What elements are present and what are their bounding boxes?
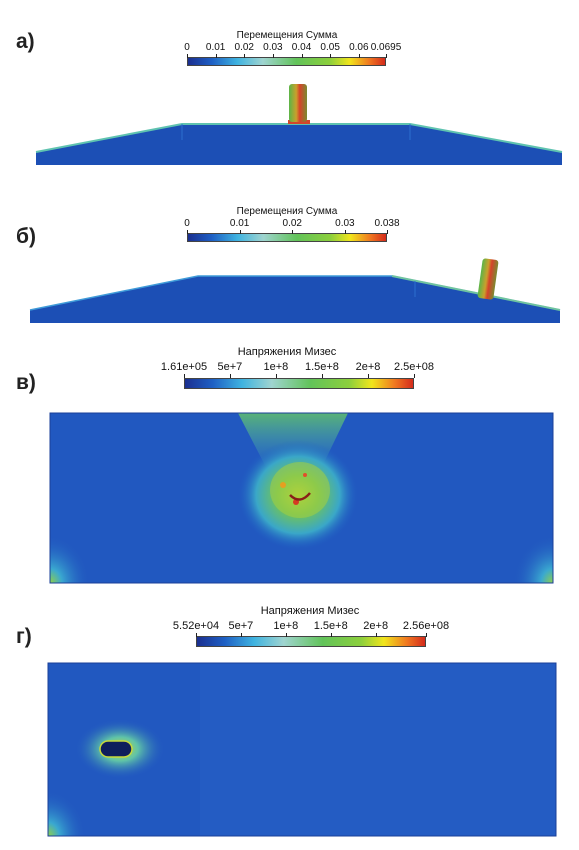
legend-tick-mark <box>272 54 274 58</box>
legend-title: Напряжения Мизес <box>260 605 360 617</box>
color-bar <box>187 57 386 66</box>
legend-tick-mark <box>386 54 387 58</box>
panel-g: г) Напряжения Мизес 5.52e+04 5e+7 1e+8 1.5e… <box>0 595 579 850</box>
panel-label: г) <box>16 625 32 648</box>
legend-tick-mark <box>426 633 427 637</box>
panel-label: б) <box>16 225 36 248</box>
legend-tick-label: 5e+7 <box>217 361 243 373</box>
color-bar <box>196 636 426 647</box>
panel-label: в) <box>16 371 36 394</box>
legend-tick-label: 0.01 <box>229 218 250 229</box>
legend-tick-label: 5e+7 <box>228 620 254 632</box>
legend-tick-mark <box>344 230 346 234</box>
legend-tick-label: 0 <box>184 42 190 53</box>
legend-tick-label: 0.03 <box>263 42 283 53</box>
legend-tick-mark <box>367 374 369 378</box>
legend-tick-mark <box>292 230 294 234</box>
legend-tick-label: 0.01 <box>205 42 226 53</box>
legend-tick-label: 0.04 <box>291 42 312 53</box>
legend-tick-mark <box>244 54 246 58</box>
color-bar <box>187 233 387 242</box>
legend-tick-mark <box>215 54 217 58</box>
legend-tick-label: 1.61e+05 <box>160 361 208 373</box>
legend-title: Перемещения Сумма <box>236 206 338 217</box>
legend-tick-mark <box>187 230 188 234</box>
stress-field-v <box>49 412 554 584</box>
legend-tick-label: 0.02 <box>234 42 254 53</box>
legend-tick-label: 0.05 <box>320 42 340 53</box>
panel-label: а) <box>16 30 35 53</box>
legend-tick-label: 2e+8 <box>363 620 389 632</box>
legend-tick-label: 0.03 <box>335 218 355 229</box>
fem-model-b <box>29 258 561 323</box>
legend-tick-label: 5.52e+04 <box>172 620 220 632</box>
legend-tick-mark <box>358 54 360 58</box>
panel-a: а) Перемещения Сумма 0 0.01 0.02 0.03 0.04 0.… <box>0 0 579 185</box>
legend-tick-mark <box>239 230 241 234</box>
legend-tick-label: 0.06 <box>349 42 369 53</box>
legend-tick-mark <box>414 374 415 378</box>
legend-tick-mark <box>301 54 303 58</box>
legend-tick-label: 2e+8 <box>355 361 381 373</box>
legend-tick-label: 2.5e+08 <box>393 361 435 373</box>
color-bar <box>184 378 414 389</box>
legend-title: Напряжения Мизес <box>237 346 337 358</box>
legend-tick-mark <box>285 633 287 637</box>
legend-tick-mark <box>275 374 277 378</box>
cylinder-object <box>477 258 499 300</box>
legend-tick-mark <box>184 374 185 378</box>
panel-b: б) Перемещения Сумма 0 0.01 0.02 0.03 0.038 <box>0 185 579 335</box>
legend-tick-mark <box>330 54 332 58</box>
legend-tick-mark <box>229 374 231 378</box>
legend-title: Перемещения Сумма <box>236 30 338 41</box>
legend-tick-mark <box>330 633 332 637</box>
cylinder-object <box>289 84 307 122</box>
legend-tick-label: 0.02 <box>282 218 302 229</box>
legend-tick-label: 1e+8 <box>263 361 289 373</box>
legend-tick-mark <box>196 633 197 637</box>
legend-tick-label: 0.0695 <box>370 42 402 53</box>
legend-tick-label: 1e+8 <box>273 620 299 632</box>
stress-field-g <box>47 662 557 837</box>
legend-tick-label: 0 <box>184 218 190 229</box>
legend-tick-label: 0.038 <box>374 218 400 229</box>
legend-tick-mark <box>240 633 242 637</box>
legend-tick-mark <box>375 633 377 637</box>
fem-model-a <box>35 84 563 165</box>
legend-tick-label: 1.5e+8 <box>313 620 348 632</box>
legend-tick-mark <box>387 230 388 234</box>
legend-tick-mark <box>187 54 188 58</box>
legend-tick-label: 1.5e+8 <box>304 361 339 373</box>
panel-v: в) Напряжения Мизес 1.61e+05 5e+7 1e+8 1.5e… <box>0 335 579 595</box>
legend-tick-label: 2.56e+08 <box>402 620 450 632</box>
legend-tick-mark <box>321 374 323 378</box>
